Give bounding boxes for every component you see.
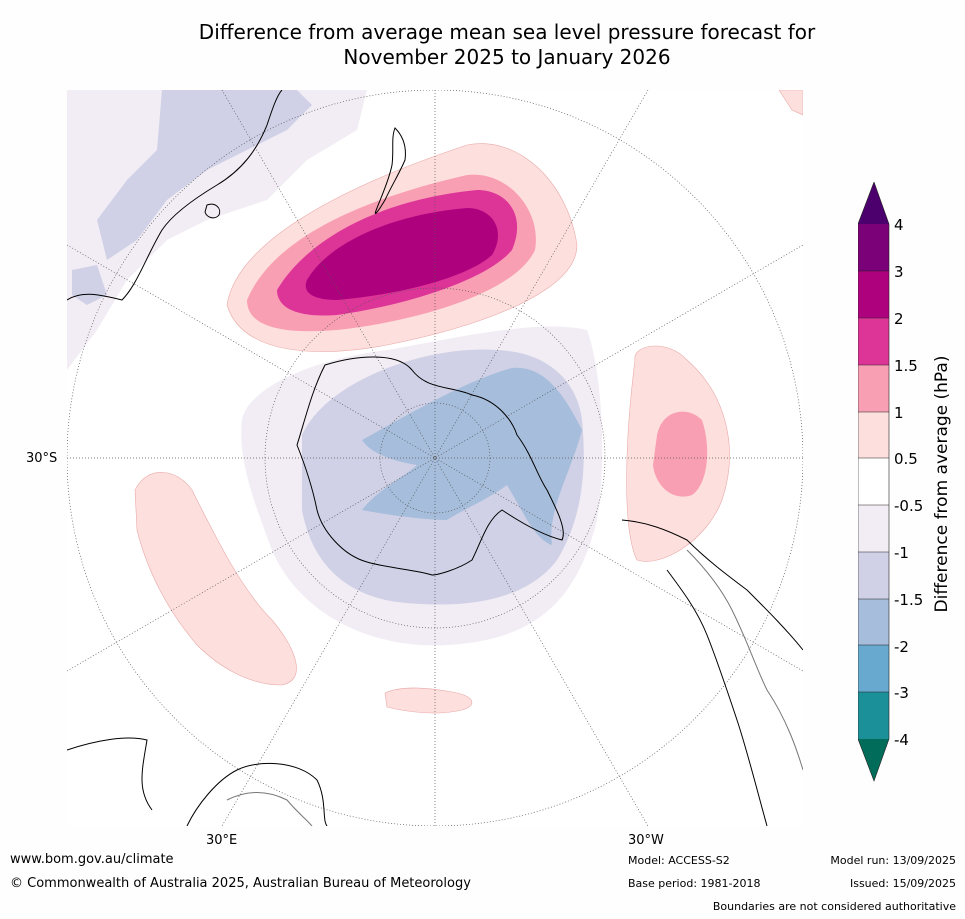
- anomaly-pos-east-inner: [653, 411, 708, 497]
- colorbar-band-neg0_5-neg1: [858, 505, 889, 552]
- colorbar-band-3-4: [858, 224, 889, 271]
- colorbar-tick-0_5: 0.5: [894, 450, 918, 468]
- chart-title: Difference from average mean sea level p…: [0, 20, 965, 70]
- pressure-anomaly-map: [67, 90, 803, 826]
- new-zealand-coastline: [374, 127, 406, 214]
- colorbar-band-neg2-neg3: [858, 645, 889, 692]
- website-link[interactable]: www.bom.gov.au/climate: [10, 852, 174, 867]
- base-period-text: Base period: 1981-2018: [628, 877, 761, 890]
- colorbar-tick-neg1_5: -1.5: [894, 591, 924, 609]
- colorbar-tick-neg0_5: -0.5: [894, 497, 924, 515]
- south-america-coastline: [621, 519, 803, 826]
- colorbar-band-1_5-2: [858, 318, 889, 365]
- model-text: Model: ACCESS-S2: [628, 854, 730, 867]
- colorbar-tick-2: 2: [894, 310, 904, 328]
- anomaly-neg-small-northwest: [67, 90, 367, 370]
- colorbar-band-neutral: [858, 458, 889, 505]
- colorbar-cap-high: [858, 182, 889, 224]
- colorbar-title: Difference from average (hPa): [932, 355, 952, 613]
- model-run-text: Model run: 13/09/2025: [830, 854, 956, 867]
- colorbar-band-neg1-neg1_5: [858, 552, 889, 599]
- africa-coastline: [67, 737, 328, 826]
- lat-label-30s: 30°S: [26, 451, 58, 466]
- colorbar-cap-low: [858, 739, 889, 781]
- anomaly-pos-nz-3: [305, 208, 498, 300]
- colorbar-tick-3: 3: [894, 263, 904, 281]
- colorbar-band-0_5-1: [858, 412, 889, 458]
- issued-text: Issued: 15/09/2025: [849, 877, 956, 890]
- colorbar-tick-neg4: -4: [894, 731, 909, 749]
- title-line-1: Difference from average mean sea level p…: [198, 20, 816, 44]
- africa-boundary: [226, 792, 313, 826]
- lon-label-30e: 30°E: [206, 833, 238, 848]
- lon-label-30w: 30°W: [628, 833, 664, 848]
- antarctica-coastline: [296, 356, 564, 576]
- colorbar-band-neg3-neg4: [858, 692, 889, 739]
- colorbar-tick-4: 4: [894, 216, 904, 234]
- colorbar-band-2-3: [858, 271, 889, 318]
- title-line-2: November 2025 to January 2026: [343, 45, 671, 69]
- colorbar-tick-neg1: -1: [894, 544, 909, 562]
- colorbar-band-1-1_5: [858, 365, 889, 412]
- colorbar-tick-neg3: -3: [894, 684, 909, 702]
- australia-coastline: [67, 90, 283, 301]
- anomaly-pos-south-small: [384, 687, 473, 714]
- colorbar-tick-neg2: -2: [894, 638, 909, 656]
- anomaly-neg-antarctic-core: [362, 367, 582, 545]
- anomaly-pos-top-right: [778, 90, 803, 116]
- colorbar-tick-1_5: 1.5: [894, 357, 918, 375]
- disclaimer-text: Boundaries are not considered authoritat…: [712, 900, 956, 913]
- copyright-text: © Commonwealth of Australia 2025, Austra…: [10, 876, 471, 891]
- colorbar-band-neg1_5-neg2: [858, 599, 889, 645]
- colorbar: [858, 182, 890, 782]
- anomaly-neg-northwest: [97, 90, 312, 260]
- anomaly-pos-west: [134, 472, 297, 686]
- andes-boundary: [686, 549, 803, 771]
- tasmania-coastline: [204, 203, 221, 219]
- colorbar-tick-1: 1: [894, 404, 904, 422]
